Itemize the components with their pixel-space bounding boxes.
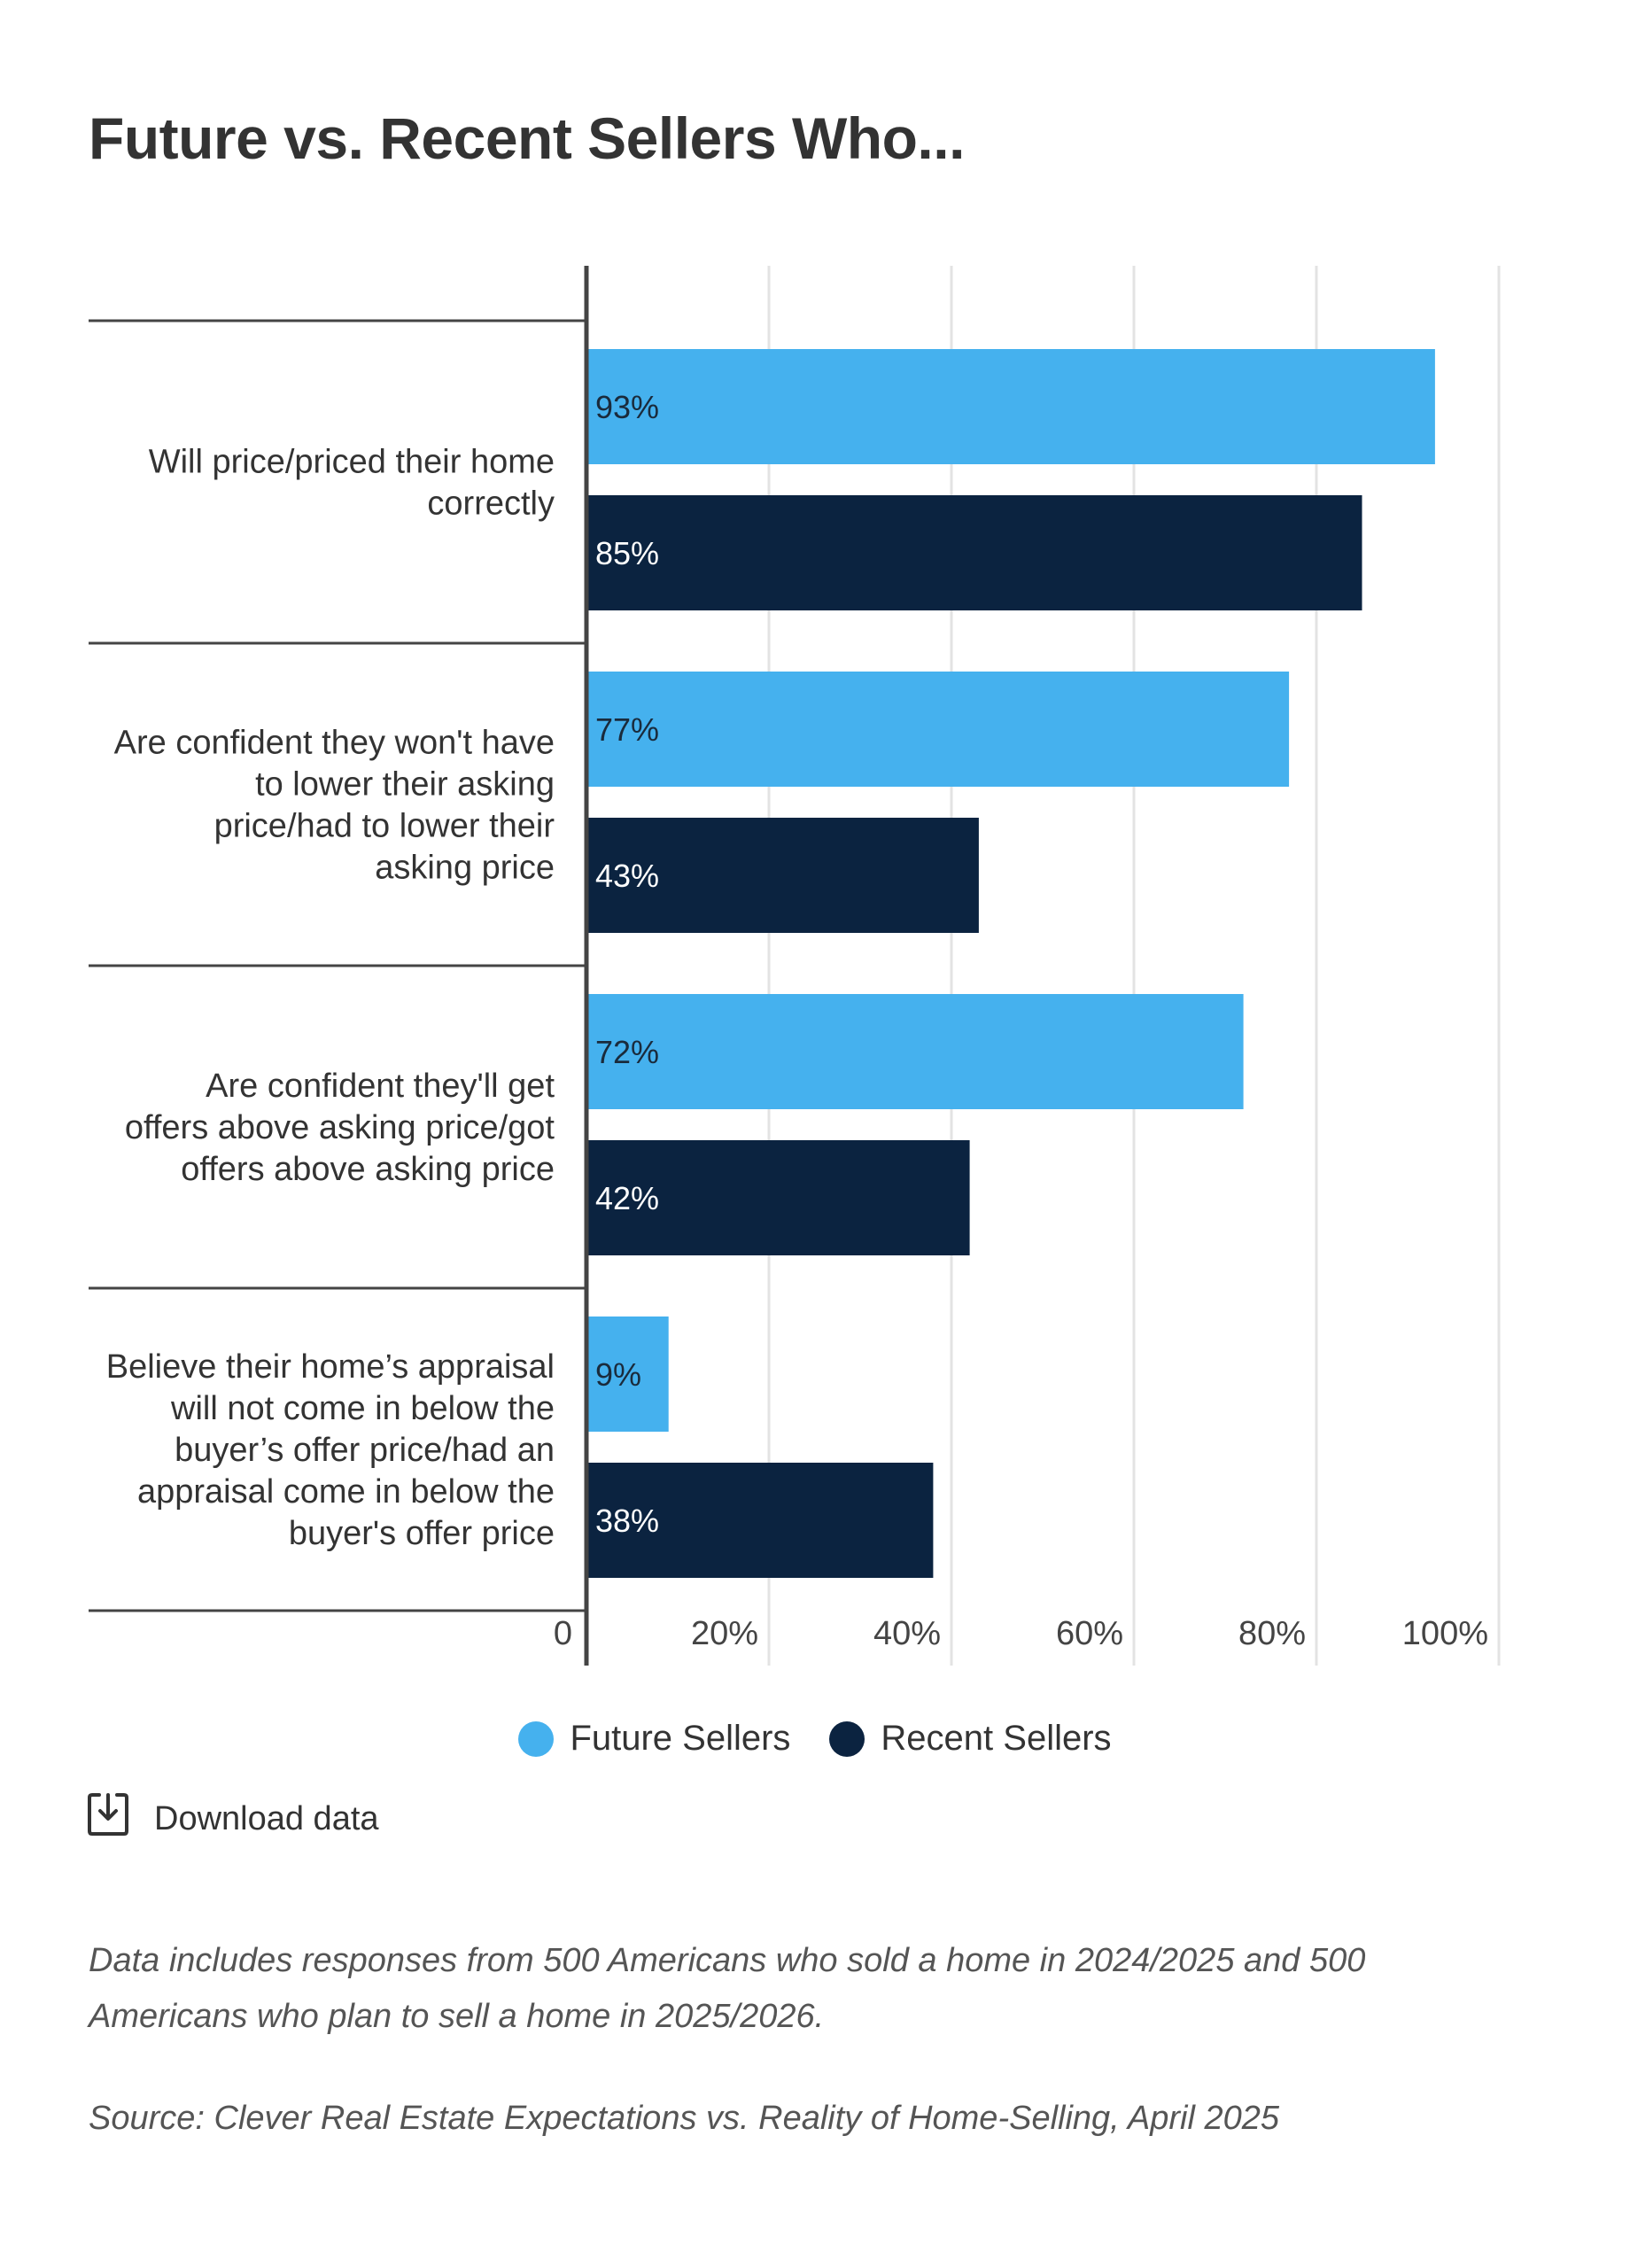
bar xyxy=(586,349,1435,464)
bar xyxy=(586,672,1290,787)
bar xyxy=(586,495,1362,610)
bar-chart: 93% 77% 72% 9% 85% 43% 42% 38% Will price/priced… xyxy=(89,266,1501,1666)
legend-label-future-sellers: Future Sellers xyxy=(570,1719,791,1758)
bar-value-label: 93% xyxy=(595,389,659,425)
legend-swatch-recent-sellers xyxy=(829,1720,865,1757)
bar xyxy=(586,994,1244,1109)
bar-value-label: 9% xyxy=(595,1356,641,1393)
legend-label-recent-sellers: Recent Sellers xyxy=(881,1719,1112,1758)
x-tick-label: 80% xyxy=(1238,1615,1306,1652)
legend-swatch-future-sellers xyxy=(518,1720,555,1757)
bar-value-label: 77% xyxy=(595,711,659,748)
category-label: Will price/priced their home correctly xyxy=(149,444,555,523)
legend-item-recent-sellers[interactable]: Recent Sellers xyxy=(829,1719,1112,1759)
bar-value-label: 72% xyxy=(595,1034,659,1070)
category-label: Are confident they won't have to lower th… xyxy=(114,725,555,887)
category-label: Believe their home’s appraisal will not c… xyxy=(106,1348,555,1552)
bar xyxy=(586,1463,934,1578)
bar-value-label: 85% xyxy=(595,535,659,571)
bar-value-label: 42% xyxy=(595,1180,659,1216)
bar-value-label: 38% xyxy=(595,1503,659,1539)
data-note: Data includes responses from 500 America… xyxy=(89,1942,1366,2035)
bar-value-label: 43% xyxy=(595,858,659,894)
x-tick-label: 60% xyxy=(1056,1615,1123,1652)
download-data-button[interactable]: Download data xyxy=(87,1791,379,1846)
legend-item-future-sellers[interactable]: Future Sellers xyxy=(518,1719,790,1759)
chart-title: Future vs. Recent Sellers Who... xyxy=(89,105,965,171)
x-tick-label: 0 xyxy=(554,1615,572,1652)
download-icon xyxy=(87,1791,129,1846)
x-tick-label: 100% xyxy=(1402,1615,1488,1652)
x-tick-label: 40% xyxy=(873,1615,941,1652)
category-label: Are confident they'll get offers above as… xyxy=(125,1068,555,1188)
download-label: Download data xyxy=(154,1799,379,1837)
bar xyxy=(586,818,979,933)
bar xyxy=(586,1317,669,1432)
chart-legend: Future Sellers Recent Sellers xyxy=(0,1719,1630,1759)
bar xyxy=(586,1140,970,1255)
x-tick-label: 20% xyxy=(691,1615,758,1652)
source-note: Source: Clever Real Estate Expectations … xyxy=(89,2100,1279,2137)
